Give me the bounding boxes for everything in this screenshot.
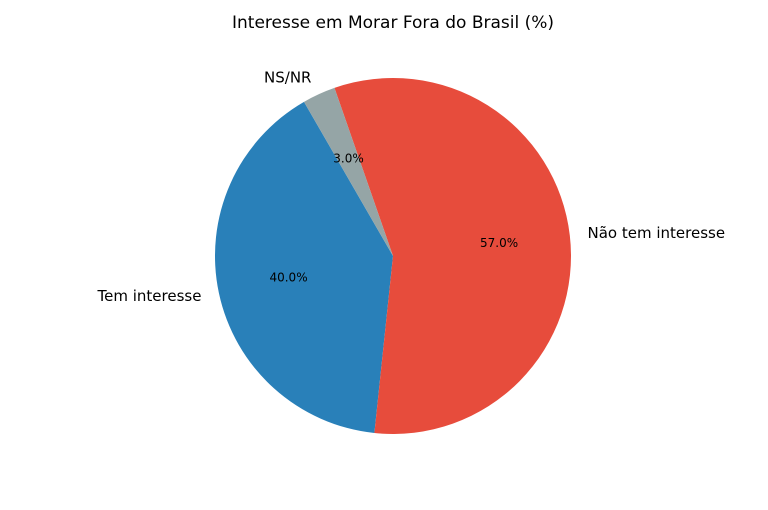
pie-slice-tem-interesse [215,101,393,434]
pie-slice-ns-nr [304,87,393,257]
pie-pct-label-tem-interesse: 40.0% [269,271,307,285]
pie-slices [215,78,571,435]
pie-slice-nao-tem-interesse [334,78,571,435]
pie-pct-label-ns-nr: 3.0% [333,151,364,165]
pie-category-label-nao-tem-interesse: Não tem interesse [588,224,726,242]
pie-category-label-ns-nr: NS/NR [264,68,311,86]
pie-labels: 40.0% Tem interesse 57.0% Não tem interesse… [97,68,726,305]
chart-title: Interesse em Morar Fora do Brasil (%) [232,13,554,33]
pie-pct-label-nao-tem-interesse: 57.0% [480,236,518,250]
pie-category-label-tem-interesse: Tem interesse [97,287,202,305]
